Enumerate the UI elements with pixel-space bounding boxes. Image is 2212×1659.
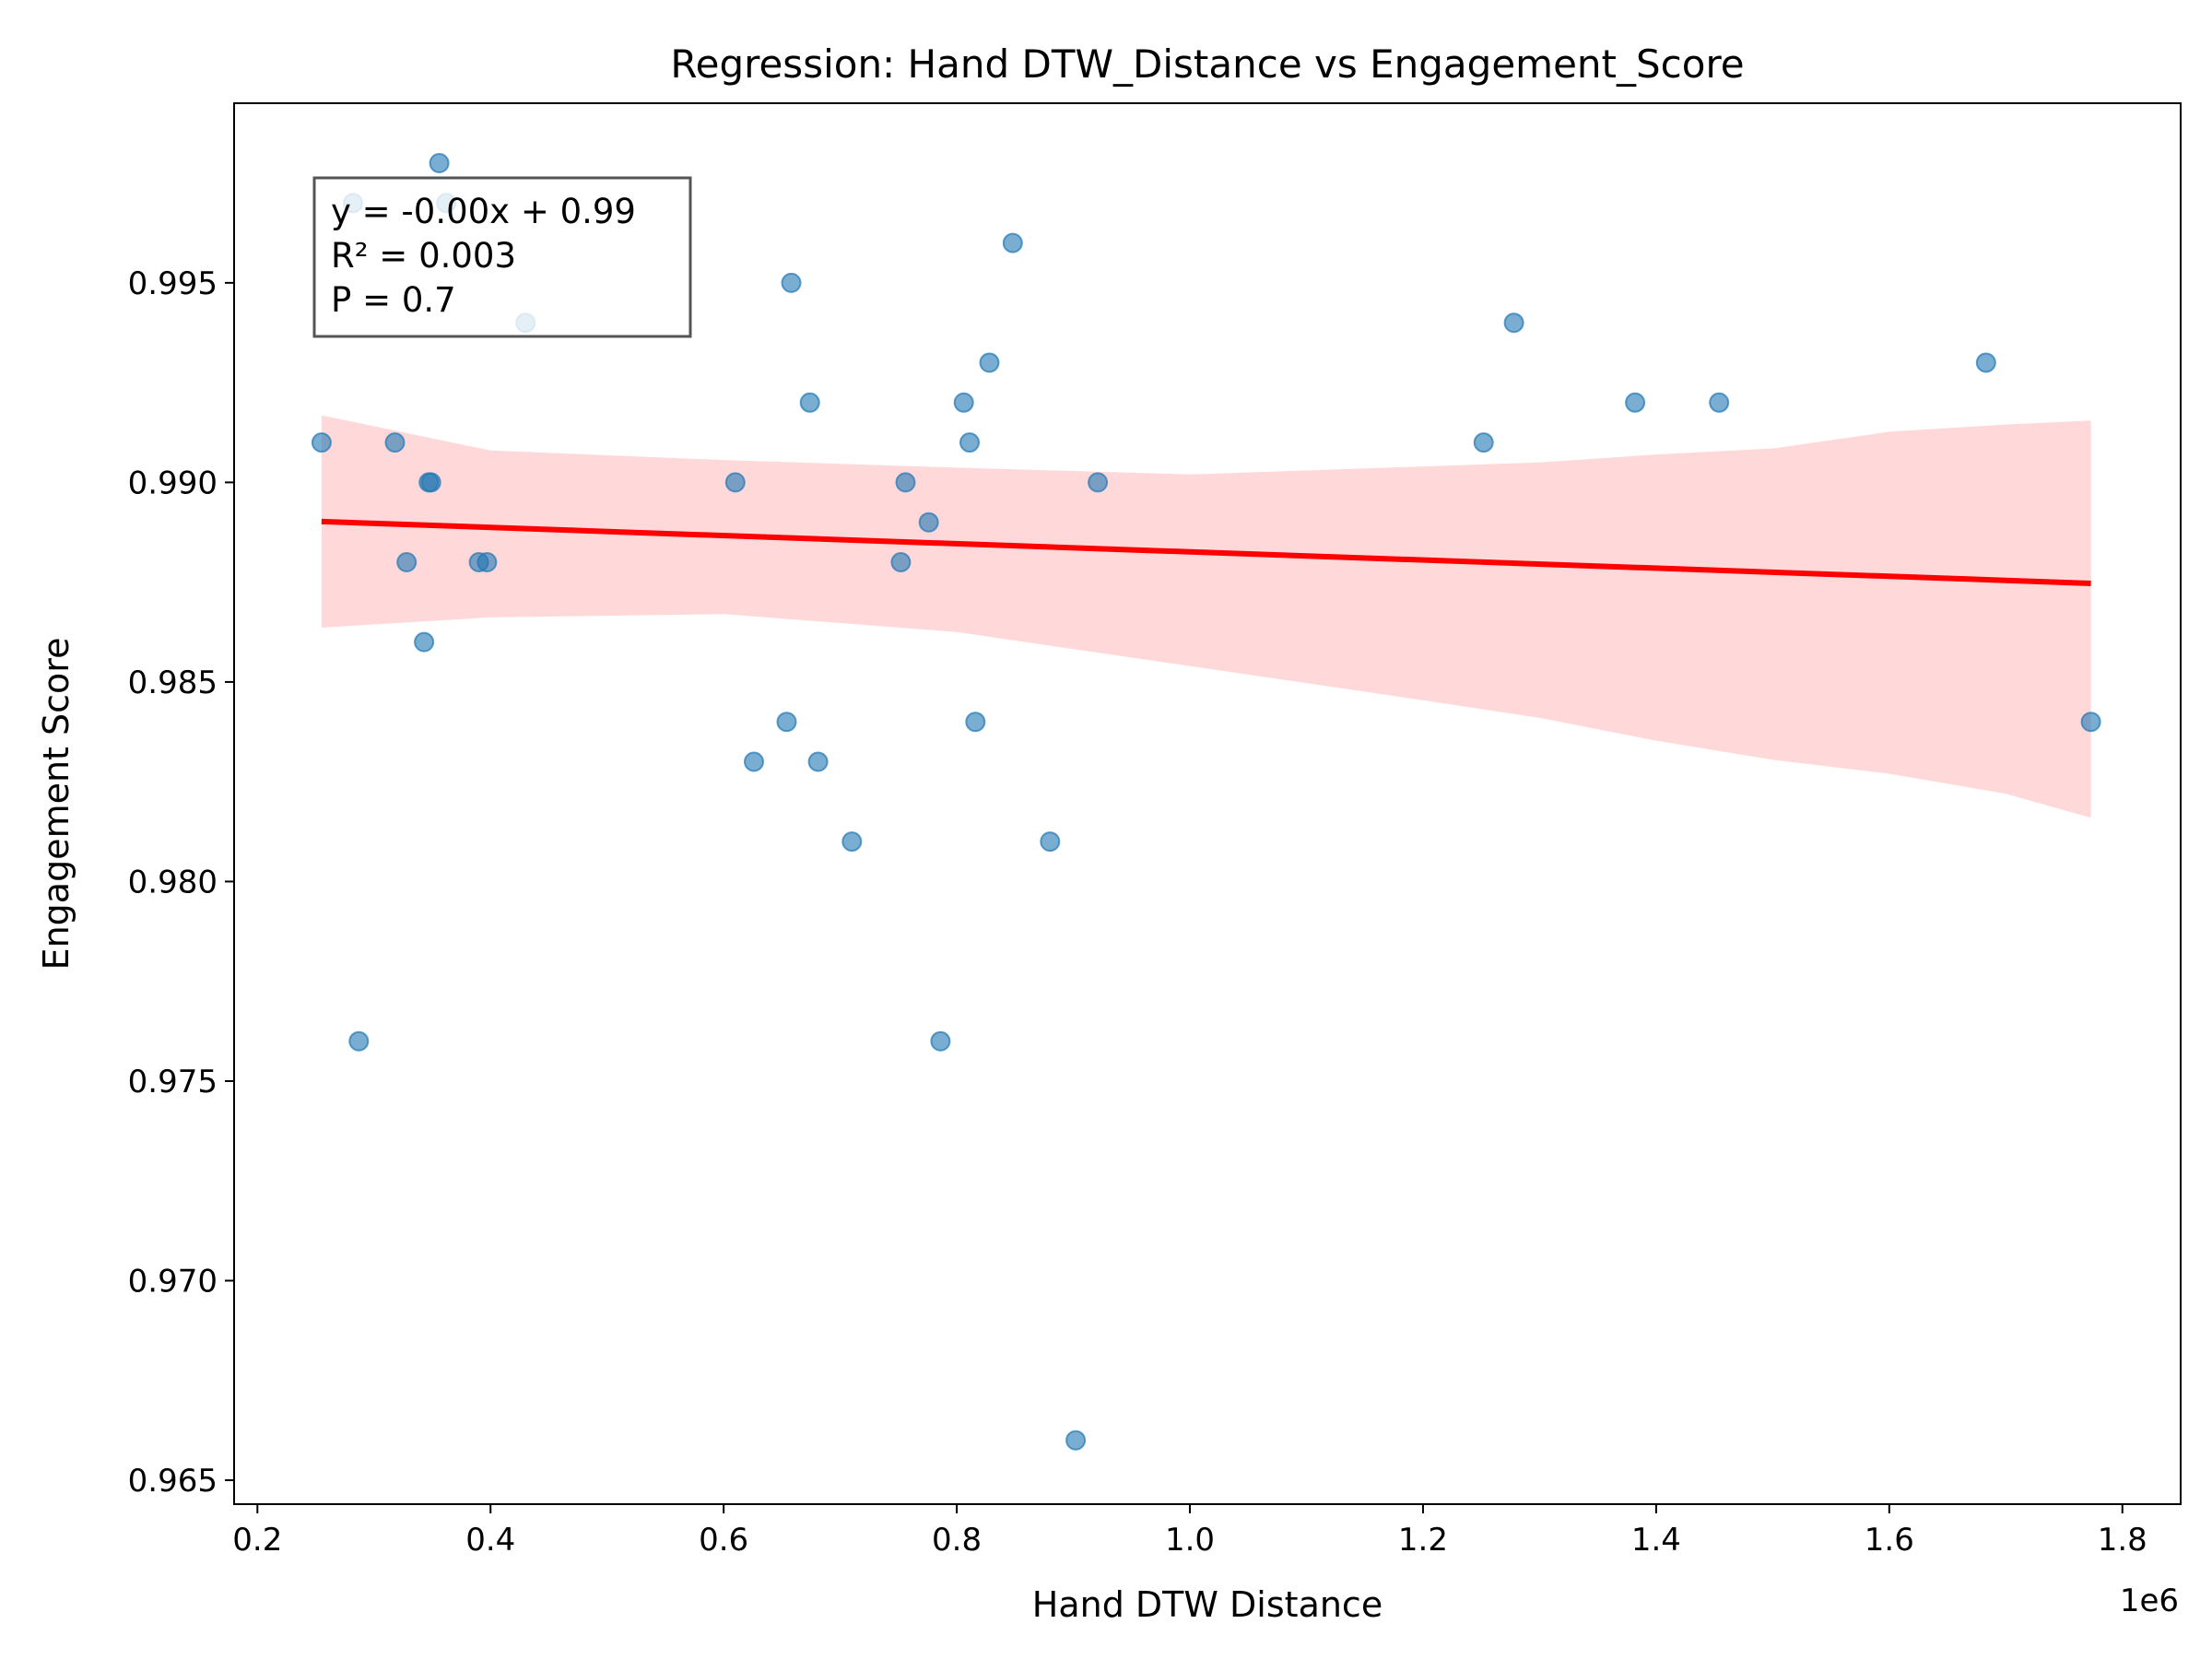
plot-frame <box>233 102 2182 1505</box>
data-point <box>1709 392 1730 413</box>
data-point <box>979 352 1000 373</box>
data-point <box>807 751 829 772</box>
y-tick-label: 0.985 <box>128 665 218 701</box>
x-tick-label: 0.8 <box>932 1522 982 1559</box>
data-point <box>1625 392 1646 413</box>
data-point <box>1002 232 1023 253</box>
data-point <box>918 512 939 533</box>
y-axis-label: Engagement Score <box>36 638 76 971</box>
x-tick-label: 1.0 <box>1165 1522 1215 1559</box>
regression-line <box>321 518 2091 586</box>
regression-annotation-box: y = -0.00x + 0.99 R² = 0.003 P = 0.7 <box>312 176 692 338</box>
data-point <box>930 1030 951 1052</box>
data-point <box>384 432 406 453</box>
x-tick-label: 0.6 <box>699 1522 748 1559</box>
data-point <box>348 1030 370 1052</box>
data-point <box>895 472 916 493</box>
data-point <box>965 712 986 733</box>
x-axis-label: Hand DTW Distance <box>1032 1584 1382 1625</box>
y-tick-label: 0.970 <box>128 1263 218 1300</box>
data-point <box>311 432 332 453</box>
x-tick-label: 1.6 <box>1865 1522 1914 1559</box>
data-point <box>1040 831 1061 853</box>
annotation-equation: y = -0.00x + 0.99 <box>331 192 636 231</box>
x-axis-offset-label: 1e6 <box>2120 1583 2179 1619</box>
data-point <box>1503 312 1524 334</box>
y-tick-label: 0.980 <box>128 864 218 900</box>
y-tick-label: 0.990 <box>128 465 218 501</box>
data-point <box>477 552 498 572</box>
x-tick-label: 0.2 <box>232 1522 282 1559</box>
data-point <box>414 631 435 653</box>
data-point <box>1473 432 1494 453</box>
x-tick-label: 0.4 <box>465 1522 515 1559</box>
data-point <box>959 432 980 453</box>
data-point <box>841 831 863 853</box>
data-point <box>744 751 764 772</box>
annotation-p-value: P = 0.7 <box>331 280 456 320</box>
data-point <box>799 392 820 413</box>
data-point <box>420 472 441 493</box>
data-point <box>776 712 797 733</box>
annotation-frame <box>312 176 692 338</box>
data-point <box>781 272 802 293</box>
x-axis-ticks: 0.2 0.4 0.6 0.8 1.0 1.2 1.4 1.6 1.8 <box>232 1504 2147 1559</box>
data-point <box>890 552 912 572</box>
y-tick-label: 0.965 <box>128 1463 218 1500</box>
annotation-r-squared: R² = 0.003 <box>331 236 516 276</box>
data-point <box>429 153 450 173</box>
data-point <box>1088 472 1109 493</box>
data-point <box>396 552 418 572</box>
data-point <box>1065 1430 1087 1451</box>
y-tick-label: 0.975 <box>128 1064 218 1100</box>
x-tick-label: 1.8 <box>2098 1522 2147 1559</box>
confidence-band <box>321 415 2091 818</box>
x-tick-label: 1.4 <box>1631 1522 1681 1559</box>
data-point <box>1975 352 1996 373</box>
chart-title: Regression: Hand DTW_Distance vs Engagem… <box>670 41 1744 87</box>
data-point <box>2080 712 2101 733</box>
y-tick-label: 0.995 <box>128 265 218 302</box>
data-point <box>953 392 974 413</box>
x-tick-label: 1.2 <box>1398 1522 1448 1559</box>
y-axis-ticks: 0.965 0.970 0.975 0.980 0.985 0.990 0.995 <box>128 265 234 1500</box>
data-point <box>724 472 746 493</box>
